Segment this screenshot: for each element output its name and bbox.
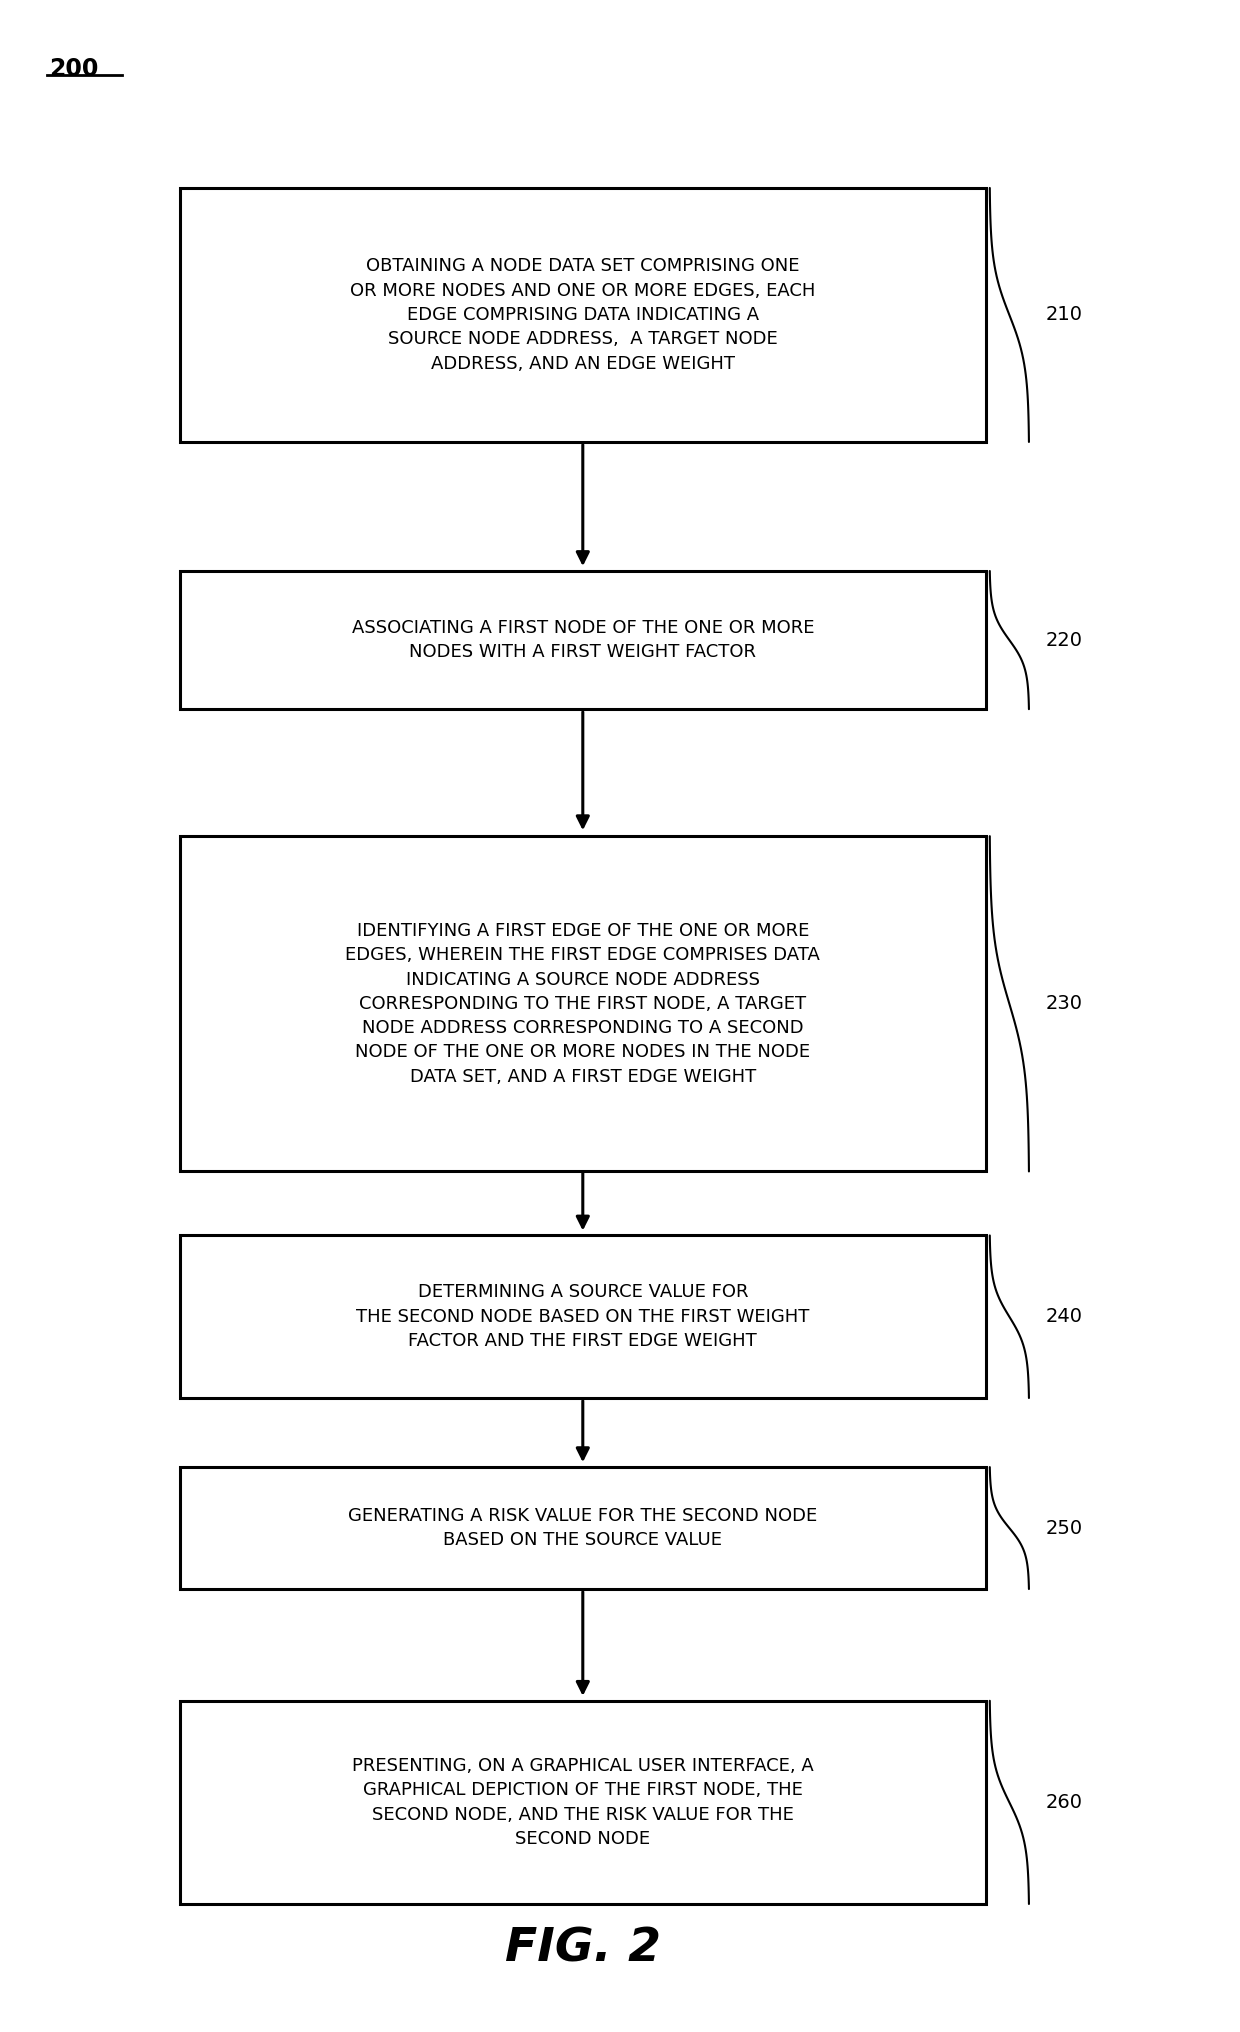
Text: 220: 220: [1045, 630, 1083, 650]
FancyBboxPatch shape: [180, 1701, 986, 1904]
Text: DETERMINING A SOURCE VALUE FOR
THE SECOND NODE BASED ON THE FIRST WEIGHT
FACTOR : DETERMINING A SOURCE VALUE FOR THE SECON…: [356, 1284, 810, 1349]
FancyBboxPatch shape: [180, 189, 986, 443]
Text: 230: 230: [1045, 994, 1083, 1014]
FancyBboxPatch shape: [180, 571, 986, 709]
Text: ASSOCIATING A FIRST NODE OF THE ONE OR MORE
NODES WITH A FIRST WEIGHT FACTOR: ASSOCIATING A FIRST NODE OF THE ONE OR M…: [352, 620, 813, 660]
Text: 240: 240: [1045, 1307, 1083, 1327]
Text: 260: 260: [1045, 1792, 1083, 1813]
Text: IDENTIFYING A FIRST EDGE OF THE ONE OR MORE
EDGES, WHEREIN THE FIRST EDGE COMPRI: IDENTIFYING A FIRST EDGE OF THE ONE OR M…: [346, 923, 820, 1085]
Text: OBTAINING A NODE DATA SET COMPRISING ONE
OR MORE NODES AND ONE OR MORE EDGES, EA: OBTAINING A NODE DATA SET COMPRISING ONE…: [350, 258, 816, 372]
Text: FIG. 2: FIG. 2: [505, 1926, 661, 1971]
Text: PRESENTING, ON A GRAPHICAL USER INTERFACE, A
GRAPHICAL DEPICTION OF THE FIRST NO: PRESENTING, ON A GRAPHICAL USER INTERFAC…: [352, 1758, 813, 1847]
FancyBboxPatch shape: [180, 837, 986, 1170]
Text: 210: 210: [1045, 305, 1083, 325]
Text: 200: 200: [50, 57, 99, 81]
FancyBboxPatch shape: [180, 1467, 986, 1589]
Text: GENERATING A RISK VALUE FOR THE SECOND NODE
BASED ON THE SOURCE VALUE: GENERATING A RISK VALUE FOR THE SECOND N…: [348, 1508, 817, 1548]
FancyBboxPatch shape: [180, 1235, 986, 1398]
Text: 250: 250: [1045, 1518, 1083, 1538]
